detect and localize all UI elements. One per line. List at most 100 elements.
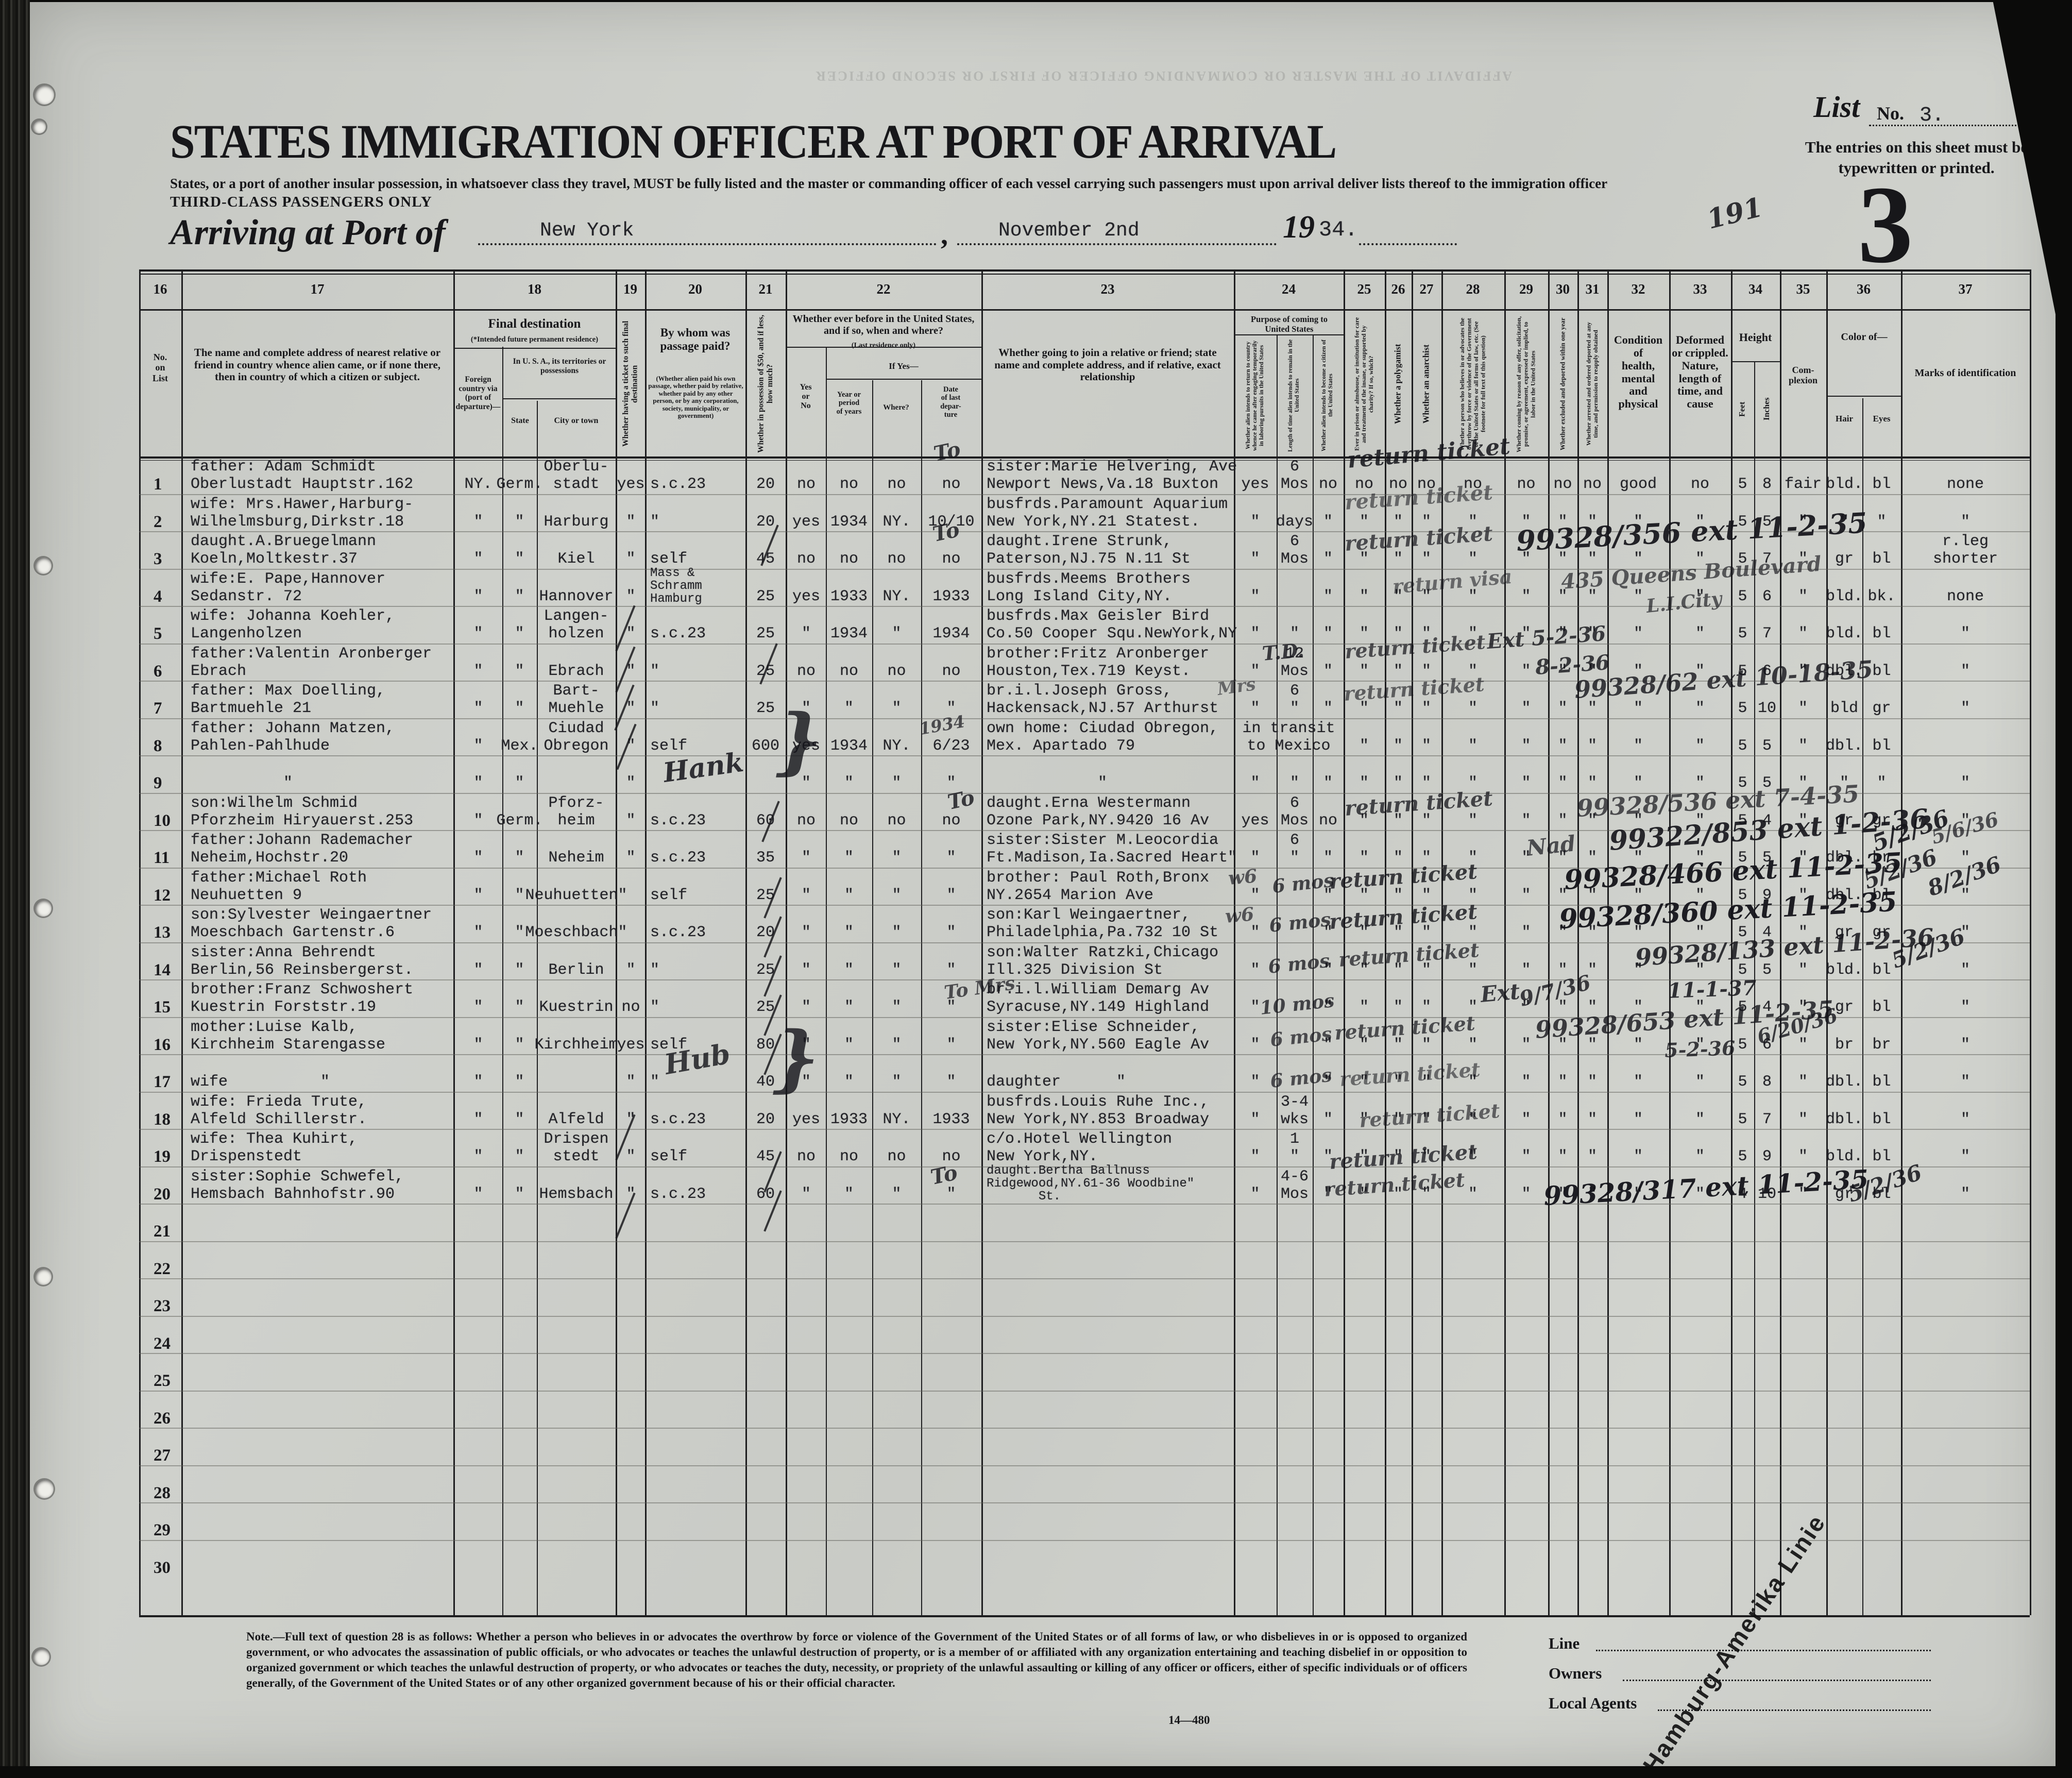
row-11-q2: " bbox=[1421, 849, 1431, 867]
row-20-df: " bbox=[1695, 1185, 1705, 1203]
annotation-9: T.D. bbox=[1261, 638, 1305, 665]
row-20-b1: " bbox=[844, 1185, 854, 1203]
row-28-number: 28 bbox=[154, 1483, 171, 1502]
row-separator bbox=[139, 793, 2030, 794]
row-13-rel: son:Sylvester Weingaertner Moeschbach Ga… bbox=[191, 906, 432, 941]
row-4-via: " bbox=[473, 587, 483, 605]
row-2-paid: " bbox=[650, 513, 660, 531]
annotation-58: } bbox=[776, 699, 823, 783]
row-18-mk: " bbox=[1960, 1110, 1970, 1128]
row-11-join: sister:Sister M.Leocordia Ft.Madison,Ia.… bbox=[987, 831, 1237, 867]
row-7-b1: " bbox=[844, 699, 854, 717]
row-3-q5: " bbox=[1558, 550, 1568, 568]
row-17-ft: 5 bbox=[1738, 1073, 1747, 1091]
row-separator bbox=[139, 1166, 2030, 1167]
row-8-q0: " bbox=[1359, 737, 1369, 755]
row-separator bbox=[139, 1391, 2030, 1392]
row-18-q3: " bbox=[1468, 1110, 1477, 1128]
row-18-st: " bbox=[515, 1110, 524, 1128]
owners-fill bbox=[1623, 1655, 1931, 1681]
row-5-q4: " bbox=[1521, 624, 1531, 642]
row-3-h: " bbox=[1633, 550, 1643, 568]
row-16-join: sister:Elise Schneider, New York,NY.560 … bbox=[987, 1018, 1210, 1054]
row-8-b2: NY. bbox=[882, 737, 911, 755]
row-9-df: " bbox=[1695, 774, 1705, 792]
row-11-via: " bbox=[473, 849, 483, 867]
row-19-df: " bbox=[1695, 1147, 1705, 1165]
row-14-b3: " bbox=[946, 961, 956, 979]
row-20-p0: " bbox=[1250, 1185, 1260, 1203]
row-19-p0: " bbox=[1250, 1147, 1260, 1165]
header-c21: Whether in possession of $50, and if les… bbox=[756, 315, 775, 453]
column-number-24: 24 bbox=[1282, 281, 1296, 297]
row-10-number: 10 bbox=[154, 811, 171, 830]
row-1-b2: no bbox=[887, 475, 906, 493]
row-9-ey: " bbox=[1877, 774, 1887, 792]
header-c25: Ever in prison or almshouse, or institut… bbox=[1353, 317, 1374, 451]
row-19-b1: no bbox=[839, 1147, 858, 1165]
comma: , bbox=[941, 219, 948, 251]
row-separator bbox=[139, 1502, 2030, 1503]
row-18-rel: wife: Frieda Trute, Alfeld Schillerstr. bbox=[191, 1093, 367, 1128]
row-5-q1: " bbox=[1393, 624, 1403, 642]
row-17-b1: " bbox=[844, 1073, 854, 1091]
book-binding-edge bbox=[0, 0, 30, 1774]
row-11-hr: dbl. bbox=[1826, 849, 1863, 867]
row-18-ft: 5 bbox=[1738, 1110, 1747, 1128]
row-8-via: " bbox=[473, 737, 483, 755]
row-separator bbox=[139, 1540, 2030, 1541]
row-16-b2: " bbox=[892, 1036, 902, 1054]
row-2-cx: " bbox=[1798, 513, 1808, 531]
row-18-df: " bbox=[1695, 1110, 1705, 1128]
row-10-q6: " bbox=[1587, 811, 1597, 829]
grid-hline bbox=[139, 269, 2030, 272]
row-7-b0: " bbox=[801, 699, 811, 717]
row-8-st: Mex. bbox=[501, 737, 538, 755]
hand-number: 191 bbox=[1704, 191, 1766, 235]
row-19-st: " bbox=[515, 1147, 524, 1165]
row-separator bbox=[139, 1465, 2030, 1466]
row-18-ey: bl bbox=[1872, 1110, 1891, 1128]
row-12-rel: father:Michael Roth Neuhuetten 9 bbox=[191, 869, 367, 904]
row-7-p0: " bbox=[1250, 699, 1260, 717]
row-4-ey: bk. bbox=[1867, 587, 1896, 605]
row-5-city: Langen- holzen bbox=[544, 607, 609, 642]
row-12-hr: dbl. bbox=[1826, 886, 1863, 904]
row-5-join: busfrds.Max Geisler Bird Co.50 Cooper Sq… bbox=[987, 607, 1237, 642]
row-7-rel: father: Max Doelling, Bartmuehle 21 bbox=[191, 682, 386, 717]
row-13-q2: " bbox=[1421, 923, 1431, 941]
row-18-m: 20 bbox=[756, 1110, 775, 1128]
row-separator bbox=[139, 1092, 2030, 1093]
row-3-join: daught.Irene Strunk, Paterson,NJ.75 N.11… bbox=[987, 532, 1191, 568]
row-1-q6: no bbox=[1583, 475, 1602, 493]
list-no-line bbox=[1869, 84, 2024, 126]
row-17-st: " bbox=[515, 1073, 524, 1091]
row-4-city: Hannover bbox=[539, 587, 614, 605]
row-5-cx: " bbox=[1798, 624, 1808, 642]
row-9-q4: " bbox=[1521, 774, 1531, 792]
row-20-city: Hemsbach bbox=[539, 1185, 614, 1203]
row-3-p2: " bbox=[1323, 550, 1333, 568]
row-1-ft: 5 bbox=[1738, 475, 1747, 493]
row-13-q1: " bbox=[1393, 923, 1403, 941]
row-19-tk: " bbox=[626, 1147, 636, 1165]
header-c18_foreign: Foreign country via (port of departure)— bbox=[455, 375, 501, 411]
row-4-m: 25 bbox=[756, 587, 775, 605]
row-15-in: 4 bbox=[1762, 998, 1772, 1016]
row-16-cx: " bbox=[1798, 1036, 1808, 1054]
row-20-via: " bbox=[473, 1185, 483, 1203]
row-10-paid: s.c.23 bbox=[650, 811, 706, 829]
list-no-label: No. bbox=[1877, 103, 1904, 124]
row-14-p0: " bbox=[1250, 961, 1260, 979]
row-15-rel: brother:Franz Schwoshert Kuestrin Forsts… bbox=[191, 980, 414, 1016]
row-15-h: " bbox=[1633, 998, 1643, 1016]
row-20-mk: " bbox=[1960, 1185, 1970, 1203]
row-14-h: " bbox=[1633, 961, 1643, 979]
row-15-st: " bbox=[515, 998, 524, 1016]
row-1-rel: father: Adam Schmidt Oberlustadt Hauptst… bbox=[191, 458, 414, 493]
grid-hline bbox=[1731, 361, 1780, 362]
row-separator bbox=[139, 868, 2030, 869]
row-4-in: 6 bbox=[1762, 587, 1772, 605]
row-9-hr: " bbox=[1839, 774, 1849, 792]
column-number-27: 27 bbox=[1419, 281, 1434, 297]
